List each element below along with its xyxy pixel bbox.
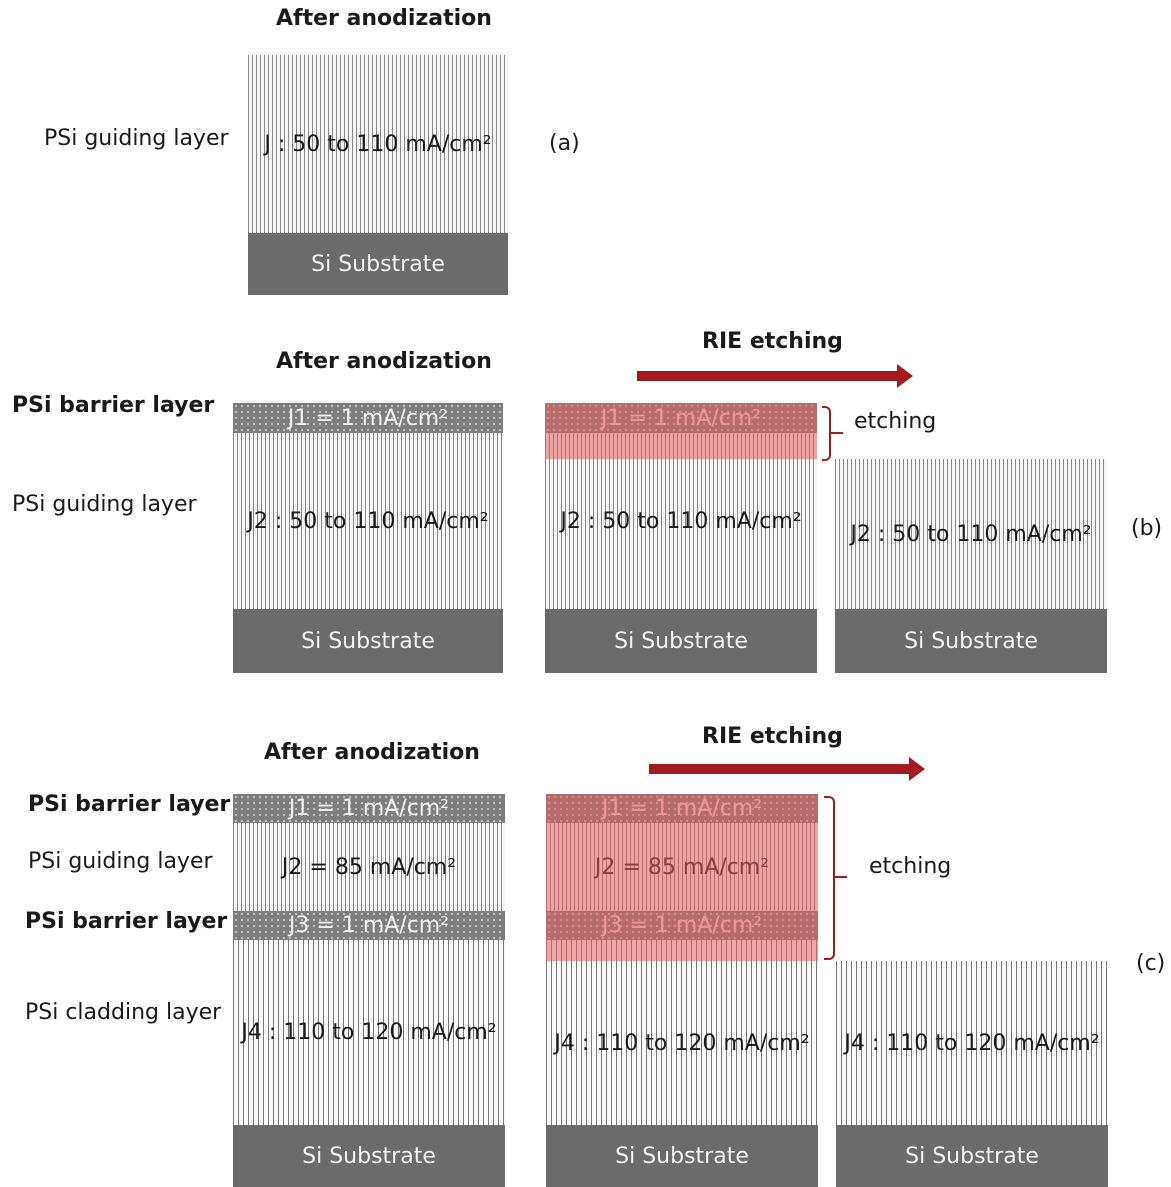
panel-b-title: After anodization [276,349,492,374]
panel-c-stack1-barrier-1: J1 = 1 mA/cm² [233,794,505,823]
panel-c-tag: (c) [1136,951,1166,976]
panel-b-stack1-substrate-text: Si Substrate [301,628,435,654]
panel-b-stack3-j2-text: J2 : 50 to 110 mA/cm² [850,521,1092,547]
panel-b-stack2-guiding: J2 : 50 to 110 mA/cm² [545,433,817,609]
panel-c-stack1-barrier-2: J3 = 1 mA/cm² [233,911,505,940]
panel-c-stack2-substrate-text: Si Substrate [615,1143,749,1169]
panel-b-rie-title: RIE etching [702,329,843,354]
panel-c-stack2-etch-overlay [546,794,818,961]
panel-c-title: After anodization [264,740,480,765]
panel-a-guiding-text: J : 50 to 110 mA/cm² [264,131,492,157]
panel-b-tag: (b) [1131,516,1163,541]
panel-c-stack2-substrate: Si Substrate [546,1125,818,1187]
panel-c-stack1-substrate: Si Substrate [233,1125,505,1187]
panel-c-cladding-label: PSi cladding layer [25,1000,222,1025]
panel-b-stack3-substrate-text: Si Substrate [904,628,1038,654]
panel-c-stack1-j1-text: J1 = 1 mA/cm² [288,796,450,821]
panel-c-etching-brace-tick [835,876,847,878]
panel-c-stack2-j4-text: J4 : 110 to 120 mA/cm² [554,1031,810,1056]
panel-b-stack1-guiding: J2 : 50 to 110 mA/cm² [233,433,503,609]
panel-b-stack3-substrate: Si Substrate [835,609,1107,673]
panel-c-stack1-cladding: J4 : 110 to 120 mA/cm² [233,940,505,1125]
panel-c-stack1-j2-text: J2 = 85 mA/cm² [281,854,457,880]
panel-c-stack1-j3-text: J3 = 1 mA/cm² [288,913,450,938]
panel-b-stack1-j2-text: J2 : 50 to 110 mA/cm² [247,508,489,534]
panel-c-stack3-j4-text: J4 : 110 to 120 mA/cm² [844,1030,1100,1056]
panel-b-guiding-label: PSi guiding layer [12,492,197,517]
panel-b-etching-text: etching [854,409,937,434]
panel-a-guiding-label: PSi guiding layer [44,126,229,151]
panel-b-stack2-substrate: Si Substrate [545,609,817,673]
panel-c-stack1-j4-text: J4 : 110 to 120 mA/cm² [241,1020,497,1045]
panel-b-stack1-j1-text: J1 = 1 mA/cm² [287,405,449,431]
panel-c-stack3-cladding: J4 : 110 to 120 mA/cm² [836,961,1108,1125]
panel-b-stack1-barrier: J1 = 1 mA/cm² [233,403,503,433]
panel-c-stack2-cladding: J4 : 110 to 120 mA/cm² [546,940,818,1125]
panel-b-stack3-guiding: J2 : 50 to 110 mA/cm² [835,459,1107,609]
panel-c-stack1-guiding: J2 = 85 mA/cm² [233,823,505,911]
panel-c-stack3-substrate: Si Substrate [836,1125,1108,1187]
panel-c-etching-text: etching [869,854,952,879]
panel-b-stack1-substrate: Si Substrate [233,609,503,673]
panel-c-stack3-substrate-text: Si Substrate [905,1143,1039,1169]
panel-c-rie-arrow [649,757,925,781]
panel-a-tag: (a) [549,131,580,156]
panel-c-stack1-substrate-text: Si Substrate [302,1143,436,1169]
panel-b-etching-brace [822,406,831,461]
panel-a-title: After anodization [276,6,492,31]
panel-c-rie-title: RIE etching [702,724,843,749]
panel-c-guiding-label: PSi guiding layer [28,849,213,874]
panel-c-etching-brace [824,796,835,960]
panel-b-etching-brace-tick [831,432,843,434]
panel-a-substrate: Si Substrate [248,233,508,295]
panel-b-stack2-j2-text: J2 : 50 to 110 mA/cm² [560,508,802,534]
panel-a-guiding-layer: J : 50 to 110 mA/cm² [248,55,508,233]
panel-a-substrate-text: Si Substrate [311,251,445,277]
panel-b-stack2-substrate-text: Si Substrate [614,628,748,654]
panel-c-barrier-label-2: PSi barrier layer [25,909,228,934]
panel-b-stack2-etch-overlay [545,403,817,459]
panel-b-barrier-label: PSi barrier layer [12,393,215,418]
panel-b-rie-arrow [637,364,913,388]
panel-c-barrier-label-1: PSi barrier layer [28,792,231,817]
